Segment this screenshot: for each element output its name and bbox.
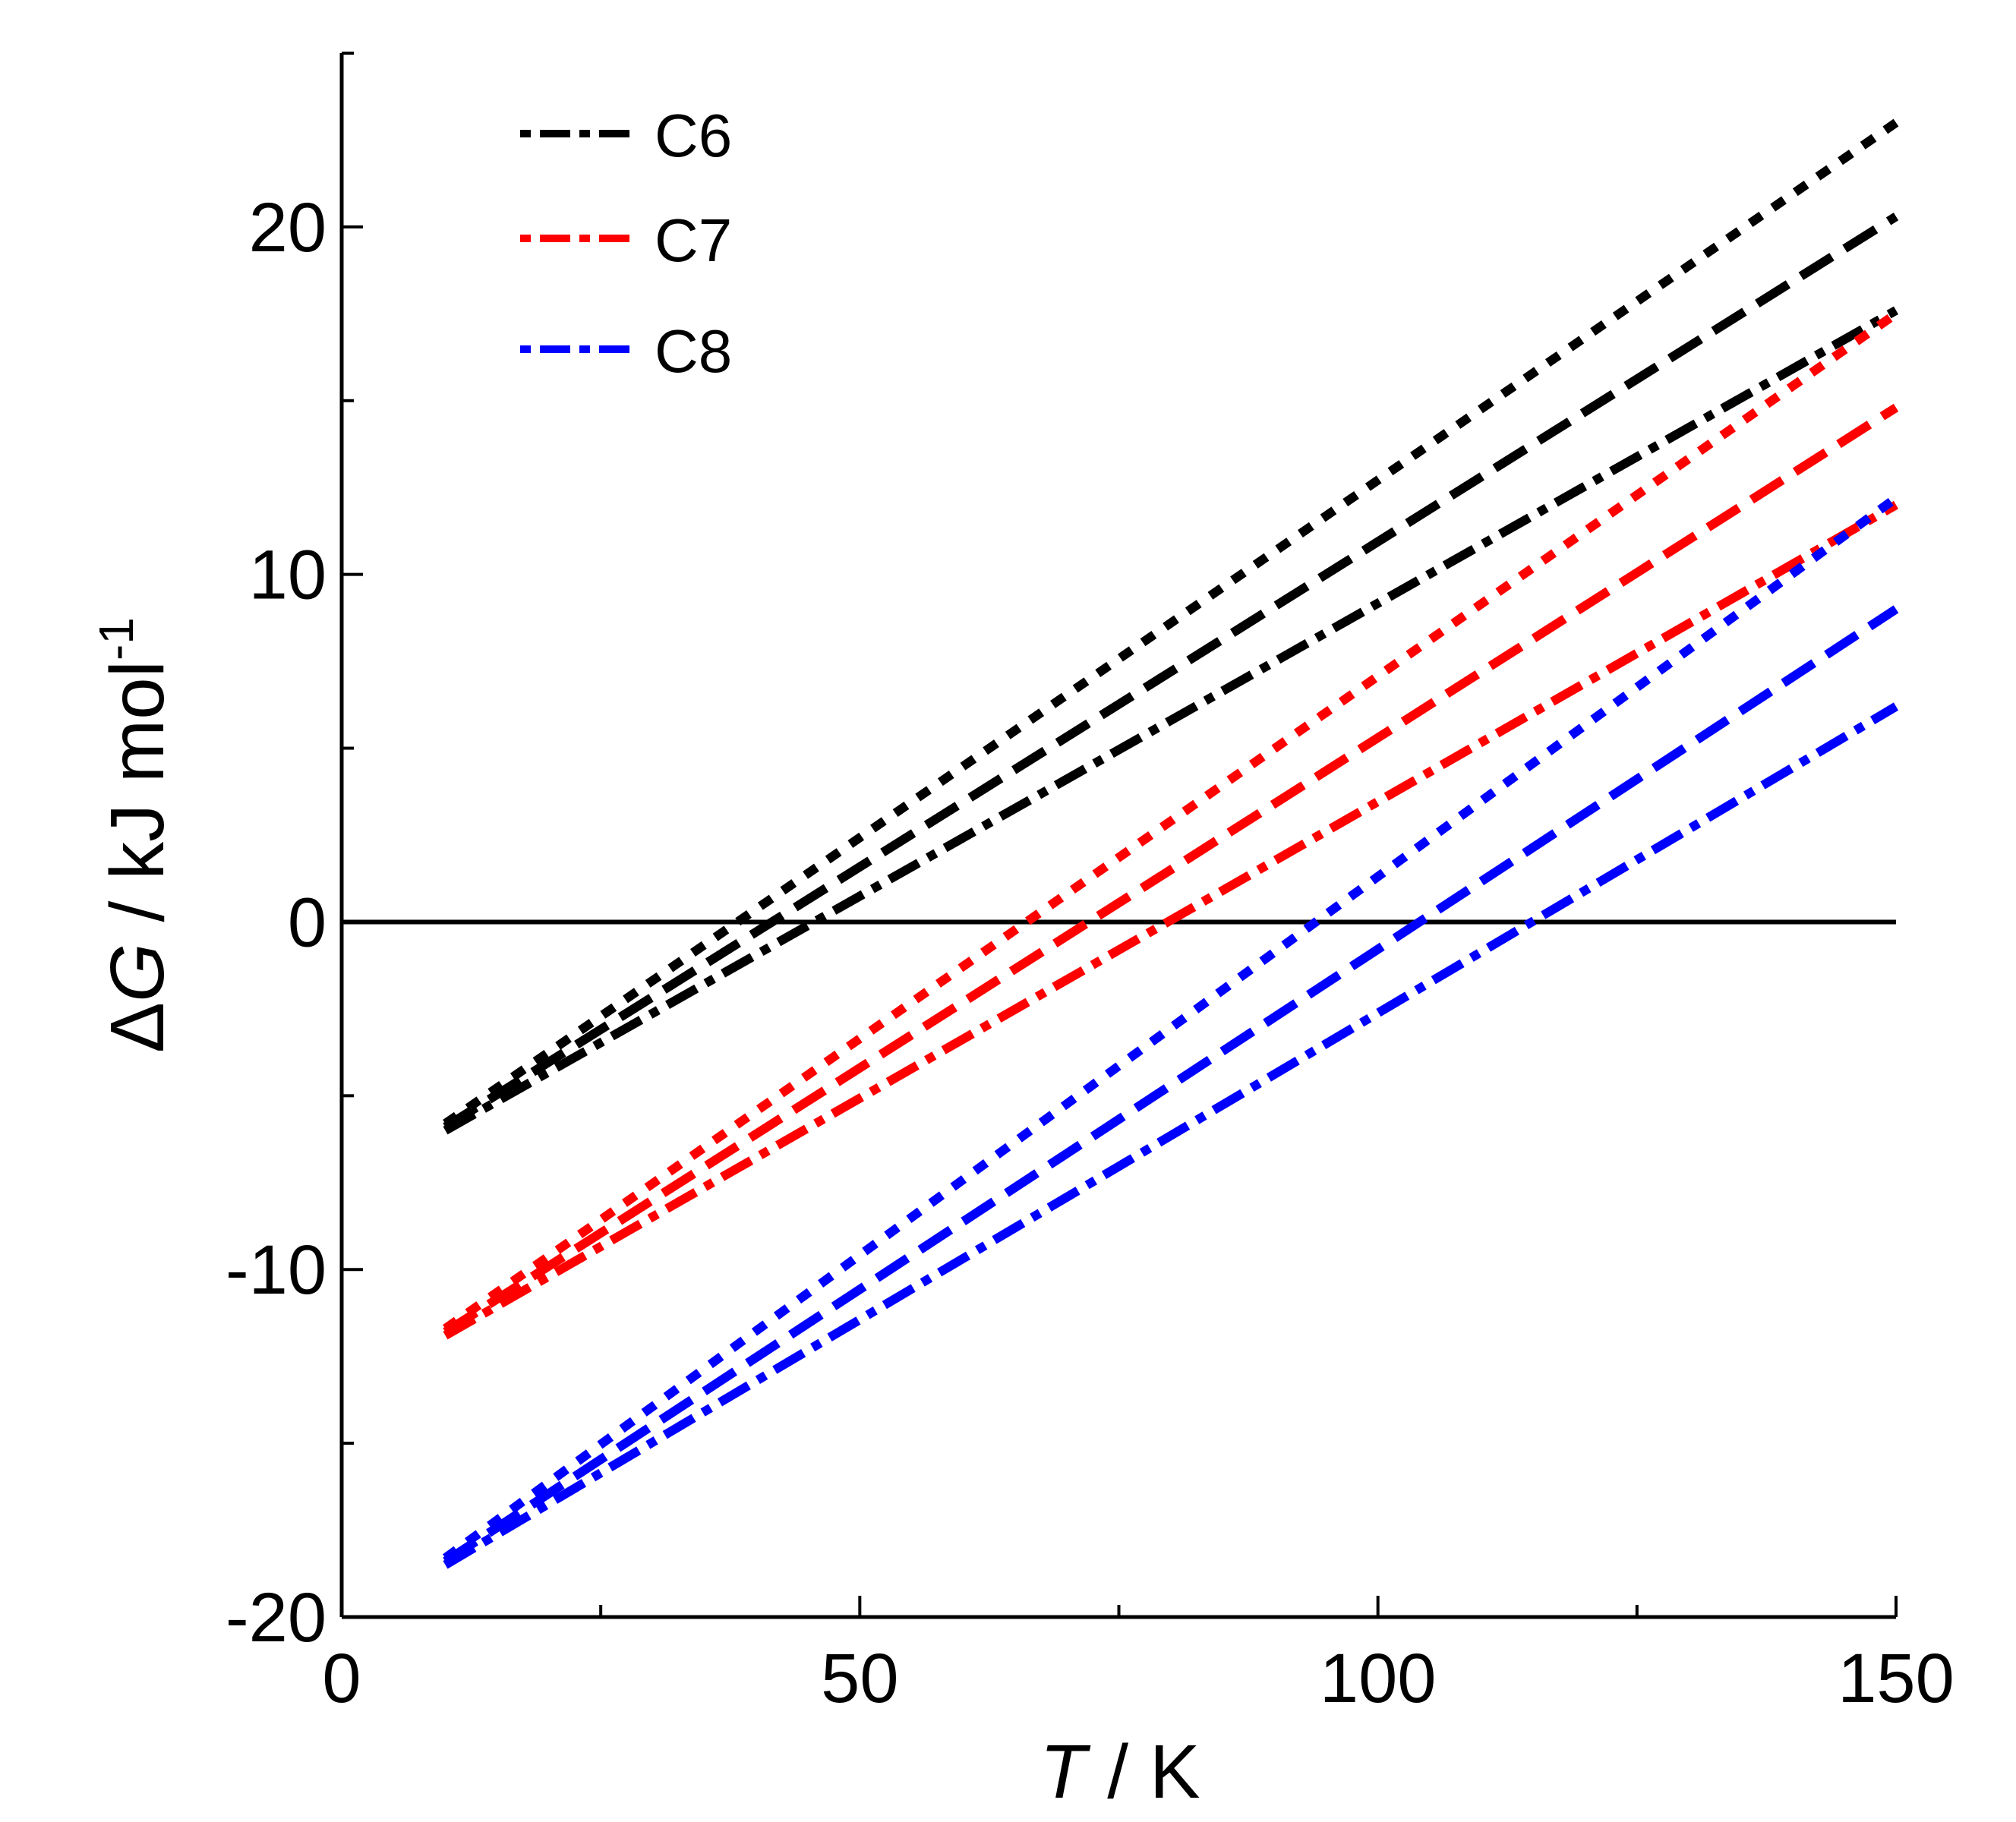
x-tick-label-50: 50	[821, 1640, 898, 1717]
series-line-c6-dashdot	[443, 306, 1898, 1135]
series-line-c8-short	[442, 494, 1899, 1562]
legend-label-c6: C6	[655, 102, 732, 169]
series-line-c8-dashdot	[443, 702, 1899, 1569]
series-line-c8-long	[443, 605, 1899, 1565]
y-tick-label--10: -10	[226, 1231, 327, 1309]
x-tick-label-150: 150	[1838, 1640, 1954, 1717]
legend: C6 C7 C8	[520, 102, 732, 385]
x-tick-label-100: 100	[1320, 1640, 1437, 1717]
legend-label-c8: C8	[655, 317, 732, 385]
y-tick-label-0: 0	[288, 884, 327, 961]
y-axis-title: ΔG / kJ mol-1	[89, 617, 180, 1053]
series-line-c7-long	[443, 403, 1899, 1336]
series-line-c7-dashdot	[443, 500, 1898, 1340]
series-line-c6-short	[443, 118, 1899, 1127]
series-line-c7-short	[443, 310, 1899, 1332]
legend-label-c7: C7	[655, 206, 732, 274]
legend-item-c7: C7	[520, 206, 732, 274]
legend-item-c6: C6	[520, 102, 732, 169]
y-tick-label-20: 20	[249, 189, 327, 266]
y-tick-label--20: -20	[226, 1579, 327, 1657]
legend-item-c8: C8	[520, 317, 732, 385]
series-line-c6-long	[443, 213, 1899, 1131]
x-tick-label-0: 0	[322, 1640, 361, 1717]
x-axis-title: T / K	[1040, 1729, 1200, 1814]
y-tick-label-10: 10	[249, 537, 327, 614]
